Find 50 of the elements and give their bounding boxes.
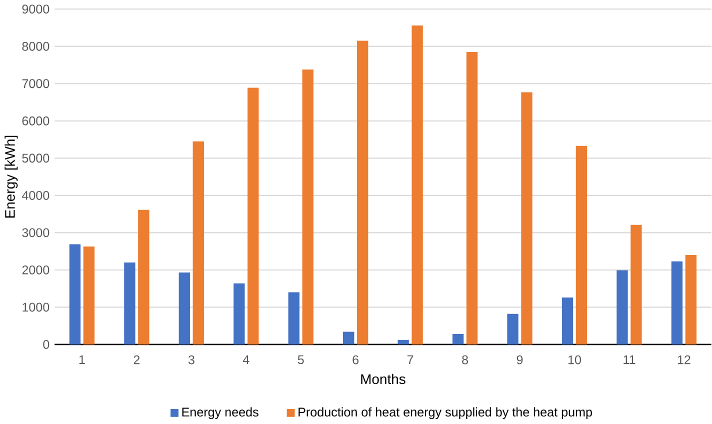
bar [288,292,300,344]
bar [452,334,464,344]
bar [234,283,245,344]
y-axis-title: Energy [kWh] [4,136,18,218]
x-tick-label: 3 [188,355,194,364]
y-tick-label: 0 [43,340,50,349]
bar [576,146,588,344]
bar [616,270,628,344]
x-tick-label: 2 [134,355,140,364]
bar [192,141,204,344]
bar [521,92,532,344]
bar [630,224,642,344]
y-tick-label: 7000 [22,79,50,88]
x-tick-label: 5 [298,355,304,364]
y-tick-label: 8000 [22,42,50,51]
bar [671,261,683,344]
bar [562,297,574,344]
bar [356,40,368,344]
legend-label: Production of heat energy supplied by the heat pump [298,407,592,419]
y-tick-label: 1000 [22,302,50,312]
bar [83,246,95,344]
x-tick-label: 8 [462,355,468,364]
bar [412,25,423,344]
x-axis-title: Months [361,374,406,384]
x-tick-label: 9 [516,355,523,364]
y-tick-label: 6000 [22,116,50,126]
y-tick-label: 5000 [22,154,50,163]
bar [507,314,518,344]
y-tick-label: 3000 [22,228,50,238]
x-tick-label: 1 [79,355,85,364]
x-tick-label: 7 [407,355,414,364]
x-tick-label: 11 [624,355,636,364]
y-tick-label: 9000 [22,4,50,14]
bar [138,210,150,344]
bar [466,52,478,344]
bar [302,69,314,344]
x-tick-label: 10 [568,355,581,364]
x-tick-label: 12 [678,355,690,364]
bar [398,340,409,344]
bar [343,332,354,344]
bar [685,254,697,344]
legend-label: Energy needs [182,407,258,419]
bar [178,272,190,344]
bar [69,244,81,344]
x-tick-label: 6 [352,355,359,364]
y-tick-label: 2000 [22,265,50,274]
bar [124,262,136,344]
bar [248,88,259,344]
x-tick-label: 4 [242,355,250,364]
y-tick-label: 4000 [22,190,50,200]
